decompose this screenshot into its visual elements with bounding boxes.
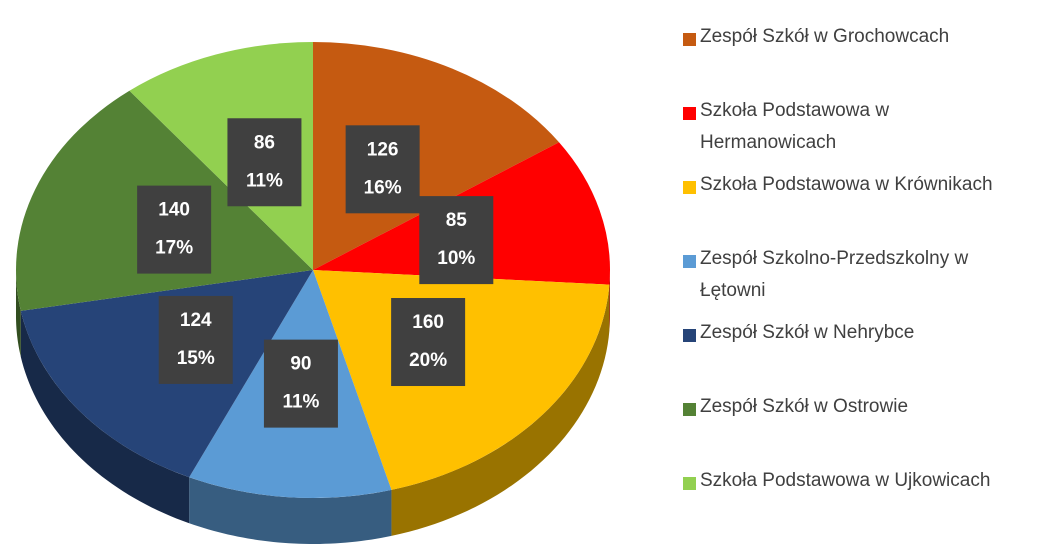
legend-item: Szkoła Podstawowa w Krównikach <box>683 174 1005 201</box>
data-label: 86 <box>254 132 275 153</box>
legend-swatch <box>683 403 696 416</box>
chart: 126 16% 85 10% 160 20% 90 11% 124 15% 140 17% 86 11% <box>15 42 611 544</box>
pie-side <box>391 284 610 536</box>
legend-swatch <box>683 181 696 194</box>
pie-side <box>189 477 392 544</box>
legend-label: Zespół Szkół w Nehrybce <box>700 322 915 343</box>
legend-swatch <box>683 477 696 490</box>
data-label: 85 <box>446 210 468 231</box>
pie-side <box>16 270 21 357</box>
data-label: 124 <box>180 310 212 331</box>
legend-swatch <box>683 107 696 120</box>
legend-item: Szkoła Podstawowa w Hermanowicach <box>683 100 1005 159</box>
data-label: 90 <box>290 354 311 375</box>
legend-label: Zespół Szkół w Grochowcach <box>700 26 950 47</box>
legend-item: Zespół Szkół w Ostrowie <box>683 396 1005 423</box>
data-label: 11% <box>282 392 319 413</box>
data-label-box <box>345 125 420 214</box>
data-label: 140 <box>158 200 190 221</box>
legend-swatch <box>683 329 696 342</box>
data-label-box <box>137 185 212 274</box>
data-label: 10% <box>437 248 475 269</box>
data-label-box <box>158 295 233 384</box>
pie-side <box>609 270 610 331</box>
data-label-box <box>227 118 302 207</box>
data-label: 16% <box>364 177 402 198</box>
legend-swatch <box>683 33 696 46</box>
pie-side <box>20 310 190 524</box>
legend-label: Zespół Szkół w Ostrowie <box>700 396 909 417</box>
legend-item: Szkoła Podstawowa w Ujkowicach <box>683 470 1005 497</box>
data-label-box <box>391 298 466 387</box>
legend-item: Zespół Szkolno-Przedszkolny w Łętowni <box>683 248 1005 307</box>
legend-label: Szkoła Podstawowa w Hermanowicach <box>700 100 890 153</box>
pie-slice <box>129 42 313 270</box>
legend-swatch <box>683 255 696 268</box>
data-label-box <box>419 196 494 285</box>
legend-label: Szkoła Podstawowa w Ujkowicach <box>700 470 991 491</box>
data-label: 20% <box>409 350 447 371</box>
legend-label: Zespół Szkolno-Przedszkolny w Łętowni <box>700 248 969 301</box>
data-label: 160 <box>412 312 444 333</box>
legend-item: Zespół Szkół w Nehrybce <box>683 322 1005 349</box>
data-label: 17% <box>155 238 193 259</box>
legend-label: Szkoła Podstawowa w Krównikach <box>700 174 993 195</box>
data-label-box <box>263 339 338 428</box>
data-label: 126 <box>367 139 399 160</box>
data-label: 11% <box>246 170 283 191</box>
data-label: 15% <box>177 348 215 369</box>
legend-item: Zespół Szkół w Grochowcach <box>683 26 1005 53</box>
